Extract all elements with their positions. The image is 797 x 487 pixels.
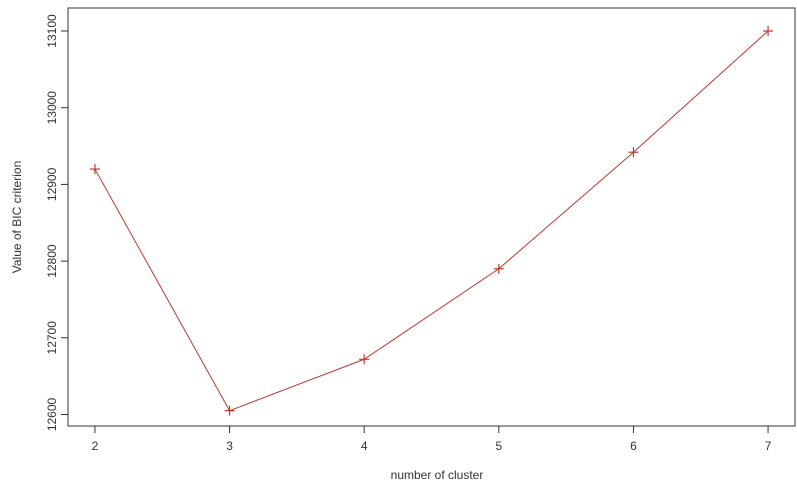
y-tick-label: 12700 (45, 321, 59, 355)
x-tick-label: 3 (226, 439, 233, 453)
data-point-marker (628, 147, 639, 158)
x-axis: 2 3 4 5 6 7 (92, 426, 772, 453)
x-tick-label: 7 (765, 439, 772, 453)
plot-frame (67, 7, 796, 427)
series-line (94, 30, 769, 412)
data-point-marker (359, 354, 370, 365)
data-point-marker (763, 26, 774, 37)
y-tick-label: 12600 (45, 397, 59, 431)
x-axis-title: number of cluster (391, 468, 484, 482)
y-axis: 12600 12700 12800 12900 13000 13100 (45, 14, 68, 431)
y-tick-label: 13000 (45, 91, 59, 125)
y-axis-title: Value of BIC criterion (10, 161, 24, 274)
data-point-marker (89, 164, 100, 175)
x-tick-label: 5 (495, 439, 502, 453)
y-tick-label: 12800 (45, 244, 59, 278)
x-tick-label: 4 (361, 439, 368, 453)
x-tick-label: 2 (92, 439, 99, 453)
series-layer (89, 26, 774, 416)
data-point-marker (224, 405, 235, 416)
y-tick-label: 13100 (45, 14, 59, 48)
y-tick-label: 12900 (45, 167, 59, 201)
x-tick-label: 6 (630, 439, 637, 453)
data-point-marker (493, 263, 504, 274)
